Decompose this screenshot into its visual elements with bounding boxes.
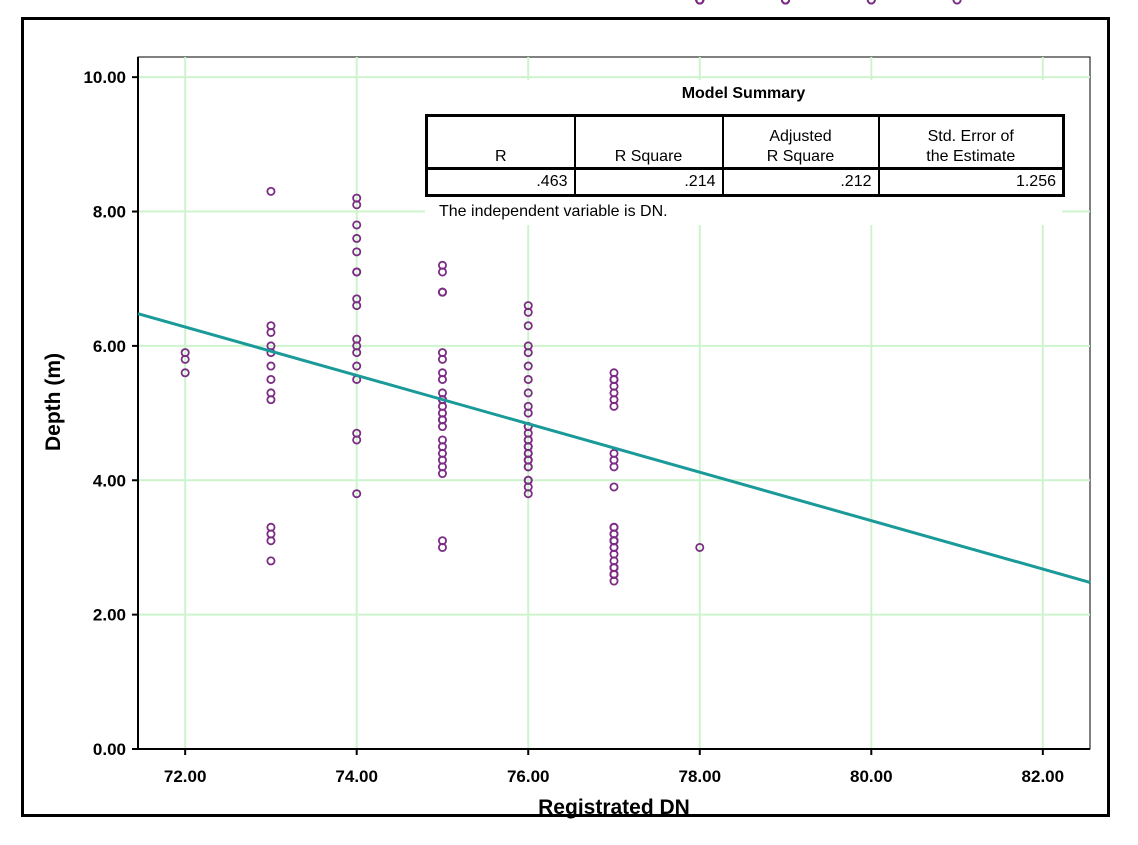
header-r-square: R Square	[575, 116, 723, 169]
x-tick-label: 82.00	[1022, 767, 1065, 786]
data-point	[782, 0, 789, 4]
summary-footnote: The independent variable is DN.	[425, 197, 839, 225]
y-tick-label: 2.00	[93, 606, 126, 625]
y-tick-label: 6.00	[93, 337, 126, 356]
header-r: R	[427, 116, 575, 169]
value-adjusted-r-square: .212	[723, 169, 879, 196]
y-tick-label: 10.00	[83, 68, 126, 87]
value-std-error: 1.256	[879, 169, 1064, 196]
x-tick-label: 74.00	[335, 767, 378, 786]
y-tick-label: 4.00	[93, 471, 126, 490]
data-point	[868, 0, 875, 4]
y-tick-label: 0.00	[93, 740, 126, 759]
x-tick-label: 78.00	[678, 767, 721, 786]
x-tick-label: 72.00	[164, 767, 207, 786]
y-axis-title: Depth (m)	[42, 353, 65, 451]
summary-header-row: R R Square Adjusted R Square Std. Error o…	[427, 116, 1064, 169]
x-tick-label: 76.00	[507, 767, 550, 786]
x-axis-title: Registrated DN	[538, 796, 690, 819]
value-r: .463	[427, 169, 575, 196]
model-summary-panel: Model Summary R R Square Adjusted R Squar…	[425, 80, 1062, 225]
data-point	[696, 0, 703, 4]
value-r-square: .214	[575, 169, 723, 196]
model-summary-table: R R Square Adjusted R Square Std. Error o…	[425, 114, 1065, 197]
x-tick-label: 80.00	[850, 767, 893, 786]
header-adjusted-r-square: Adjusted R Square	[723, 116, 879, 169]
y-tick-label: 8.00	[93, 203, 126, 222]
data-point	[953, 0, 960, 4]
summary-value-row: .463 .214 .212 1.256	[427, 169, 1064, 196]
header-std-error: Std. Error of the Estimate	[879, 116, 1064, 169]
model-summary-title: Model Summary	[425, 80, 1062, 114]
